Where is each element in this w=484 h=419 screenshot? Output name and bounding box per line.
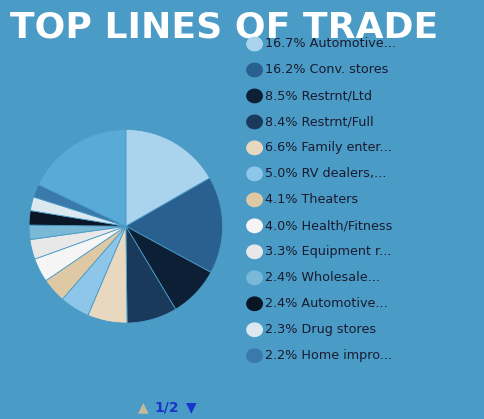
Wedge shape bbox=[126, 129, 210, 226]
Wedge shape bbox=[126, 226, 176, 323]
Wedge shape bbox=[33, 184, 126, 226]
Text: 4.0% Health/Fitness: 4.0% Health/Fitness bbox=[265, 219, 392, 233]
Text: 1/2: 1/2 bbox=[155, 400, 179, 414]
Wedge shape bbox=[62, 226, 126, 316]
Wedge shape bbox=[29, 210, 126, 226]
Wedge shape bbox=[39, 129, 126, 226]
Text: 16.2% Conv. stores: 16.2% Conv. stores bbox=[265, 63, 388, 77]
Text: 8.4% Restrnt/Full: 8.4% Restrnt/Full bbox=[265, 115, 373, 129]
Text: 6.6% Family enter...: 6.6% Family enter... bbox=[265, 141, 392, 155]
Text: ▲: ▲ bbox=[137, 400, 148, 414]
Text: 5.0% RV dealers,...: 5.0% RV dealers,... bbox=[265, 167, 386, 181]
Text: 2.3% Drug stores: 2.3% Drug stores bbox=[265, 323, 376, 336]
Text: 4.1% Theaters: 4.1% Theaters bbox=[265, 193, 358, 207]
Text: 2.4% Wholesale...: 2.4% Wholesale... bbox=[265, 271, 380, 285]
Wedge shape bbox=[35, 226, 126, 281]
Text: ▼: ▼ bbox=[186, 400, 197, 414]
Wedge shape bbox=[126, 226, 211, 309]
Wedge shape bbox=[88, 226, 127, 323]
Text: 3.3% Equipment r...: 3.3% Equipment r... bbox=[265, 245, 391, 259]
Wedge shape bbox=[46, 226, 126, 299]
Wedge shape bbox=[30, 197, 126, 226]
Text: 16.7% Automotive...: 16.7% Automotive... bbox=[265, 37, 396, 51]
Wedge shape bbox=[29, 225, 126, 240]
Text: 2.4% Automotive...: 2.4% Automotive... bbox=[265, 297, 388, 310]
Wedge shape bbox=[30, 226, 126, 259]
Text: TOP LINES OF TRADE: TOP LINES OF TRADE bbox=[10, 10, 438, 44]
Text: 8.5% Restrnt/Ltd: 8.5% Restrnt/Ltd bbox=[265, 89, 372, 103]
Wedge shape bbox=[126, 178, 223, 272]
Text: 2.2% Home impro...: 2.2% Home impro... bbox=[265, 349, 392, 362]
